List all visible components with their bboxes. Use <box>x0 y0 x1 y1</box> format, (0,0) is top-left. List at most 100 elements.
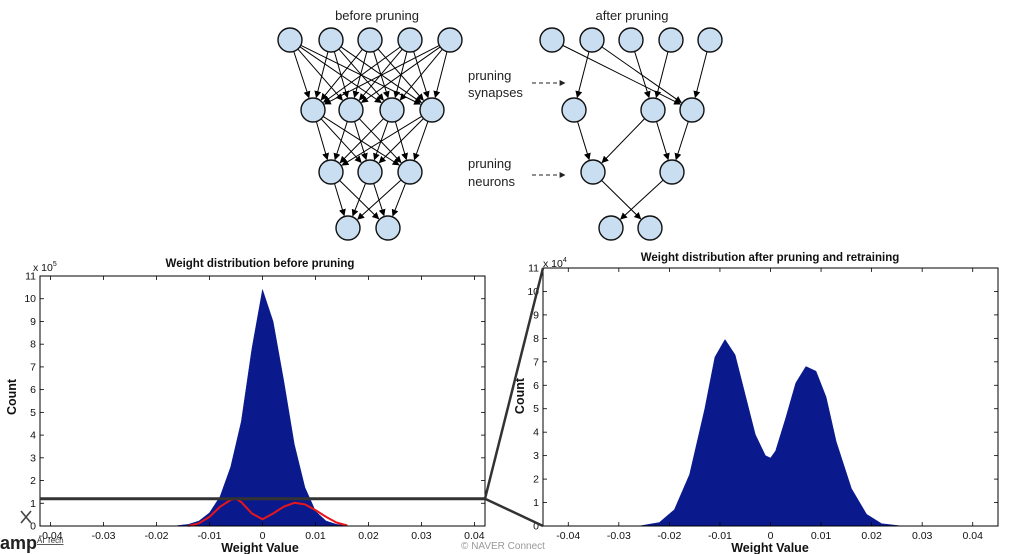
x-tick-label: -0.04 <box>39 530 63 542</box>
synapse-edge <box>413 121 429 161</box>
neuron-node <box>397 159 423 185</box>
synapse-edge <box>674 121 689 161</box>
annotation-pruning-synapses-line1: pruning <box>468 68 511 83</box>
synapse-edge <box>399 48 443 101</box>
chart-right-title: Weight distribution after pruning and re… <box>641 252 900 264</box>
zoom-connector-top <box>483 267 545 500</box>
x-tick-label: -0.02 <box>657 530 681 542</box>
synapse-edge <box>333 51 350 99</box>
y-tick-label: 6 <box>30 384 36 396</box>
synapse-edge <box>351 182 367 217</box>
chart-left-xlabel: Weight Value <box>221 541 299 554</box>
neuron-node <box>318 159 344 185</box>
synapse-edge <box>315 121 329 161</box>
pruning-network-diagram: before pruning after pruning pruning syn… <box>277 8 723 241</box>
x-tick-label: 0.03 <box>912 530 933 542</box>
synapse-edge <box>656 121 670 161</box>
synapse-edge <box>323 45 440 105</box>
after-network-edges <box>562 44 708 220</box>
synapse-edge <box>620 179 664 220</box>
x-tick-label: -0.04 <box>556 530 580 542</box>
neuron-node <box>379 97 405 123</box>
y-tick-label: 11 <box>528 263 539 275</box>
y-tick-label: 1 <box>30 498 36 510</box>
x-tick-label: 0.04 <box>963 530 984 542</box>
synapse-edge <box>577 121 591 161</box>
y-tick-label: 0 <box>533 521 539 533</box>
synapse-edge <box>654 51 669 99</box>
histogram-area <box>639 339 902 527</box>
copyright-credit: © NAVER Connect <box>461 541 545 552</box>
neuron-node <box>335 215 361 241</box>
x-tick-label: -0.03 <box>607 530 631 542</box>
brand-logo-subtext: AI Tech <box>37 536 64 545</box>
synapse-edge <box>378 118 424 164</box>
synapse-edge <box>358 118 402 164</box>
chart-before-pruning: Weight distribution before pruning x 105… <box>5 258 486 554</box>
after-pruning-title: after pruning <box>596 8 669 23</box>
y-tick-label: 7 <box>533 356 539 368</box>
chart-after-pruning: Weight distribution after pruning and re… <box>513 252 999 554</box>
synapse-edge <box>341 115 423 166</box>
synapse-edge <box>575 51 590 99</box>
close-icon[interactable] <box>20 510 32 524</box>
synapse-edge <box>601 46 682 103</box>
before-pruning-title: before pruning <box>335 8 419 23</box>
neuron-node <box>300 97 326 123</box>
x-tick-label: 0.04 <box>464 530 485 542</box>
neuron-node <box>580 159 606 185</box>
synapse-edge <box>693 51 708 99</box>
y-tick-label: 4 <box>533 427 539 439</box>
synapse-edge <box>320 48 363 101</box>
neuron-node <box>419 97 445 123</box>
annotation-pruning-neurons-line2: neurons <box>468 174 515 189</box>
y-tick-label: 5 <box>30 407 36 419</box>
synapse-edge <box>601 118 646 164</box>
neuron-node <box>561 97 587 123</box>
synapse-edge <box>601 180 642 220</box>
chart-right-plot-area: 0 1 2 3 4 5 6 7 8 9 10 11 -0.04 -0.03 -0.02 -0.01 0 0.01 0… <box>527 263 999 542</box>
x-tick-label: 0.01 <box>305 530 326 542</box>
x-tick-label: -0.03 <box>92 530 116 542</box>
neuron-node <box>618 27 644 53</box>
zoom-connector-lines <box>40 267 545 528</box>
zoom-connector-bottom <box>484 497 544 528</box>
x-tick-label: -0.01 <box>198 530 222 542</box>
neuron-node <box>338 97 364 123</box>
synapse-edge <box>339 118 384 164</box>
pruned-weights-curve <box>188 497 348 527</box>
neuron-node <box>357 27 383 53</box>
y-tick-label: 9 <box>533 309 539 321</box>
synapse-edge <box>373 121 389 161</box>
neuron-node <box>375 215 401 241</box>
neuron-node <box>437 27 463 53</box>
y-tick-label: 1 <box>533 497 539 509</box>
y-tick-label: 6 <box>533 380 539 392</box>
x-tick-label: 0.01 <box>811 530 832 542</box>
y-tick-label: 2 <box>533 474 539 486</box>
annotation-pruning-synapses-line2: synapses <box>468 85 523 100</box>
neuron-node <box>640 97 666 123</box>
chart-right-ylabel: Count <box>513 377 527 414</box>
footer: amp AI Tech © NAVER Connect <box>0 510 545 553</box>
annotation-pruning-neurons-line1: pruning <box>468 156 511 171</box>
y-tick-label: 2 <box>30 475 36 487</box>
synapse-edge <box>361 46 441 103</box>
synapse-edge <box>333 121 348 161</box>
y-tick-label: 4 <box>30 430 36 442</box>
y-tick-label: 11 <box>25 271 36 283</box>
x-tick-label: 0 <box>768 530 774 542</box>
chart-left-title: Weight distribution before pruning <box>166 258 355 270</box>
synapse-edge <box>433 51 448 99</box>
y-tick-label: 10 <box>527 286 539 298</box>
synapse-edge <box>391 182 407 217</box>
synapse-edge <box>562 44 681 105</box>
y-tick-label: 0 <box>30 521 36 533</box>
y-tick-label: 5 <box>533 403 539 415</box>
neuron-node <box>598 215 624 241</box>
histogram-area <box>177 289 348 527</box>
y-tick-label: 7 <box>30 361 36 373</box>
neuron-node <box>318 27 344 53</box>
x-tick-label: -0.02 <box>145 530 169 542</box>
x-tick-label: -0.01 <box>708 530 732 542</box>
